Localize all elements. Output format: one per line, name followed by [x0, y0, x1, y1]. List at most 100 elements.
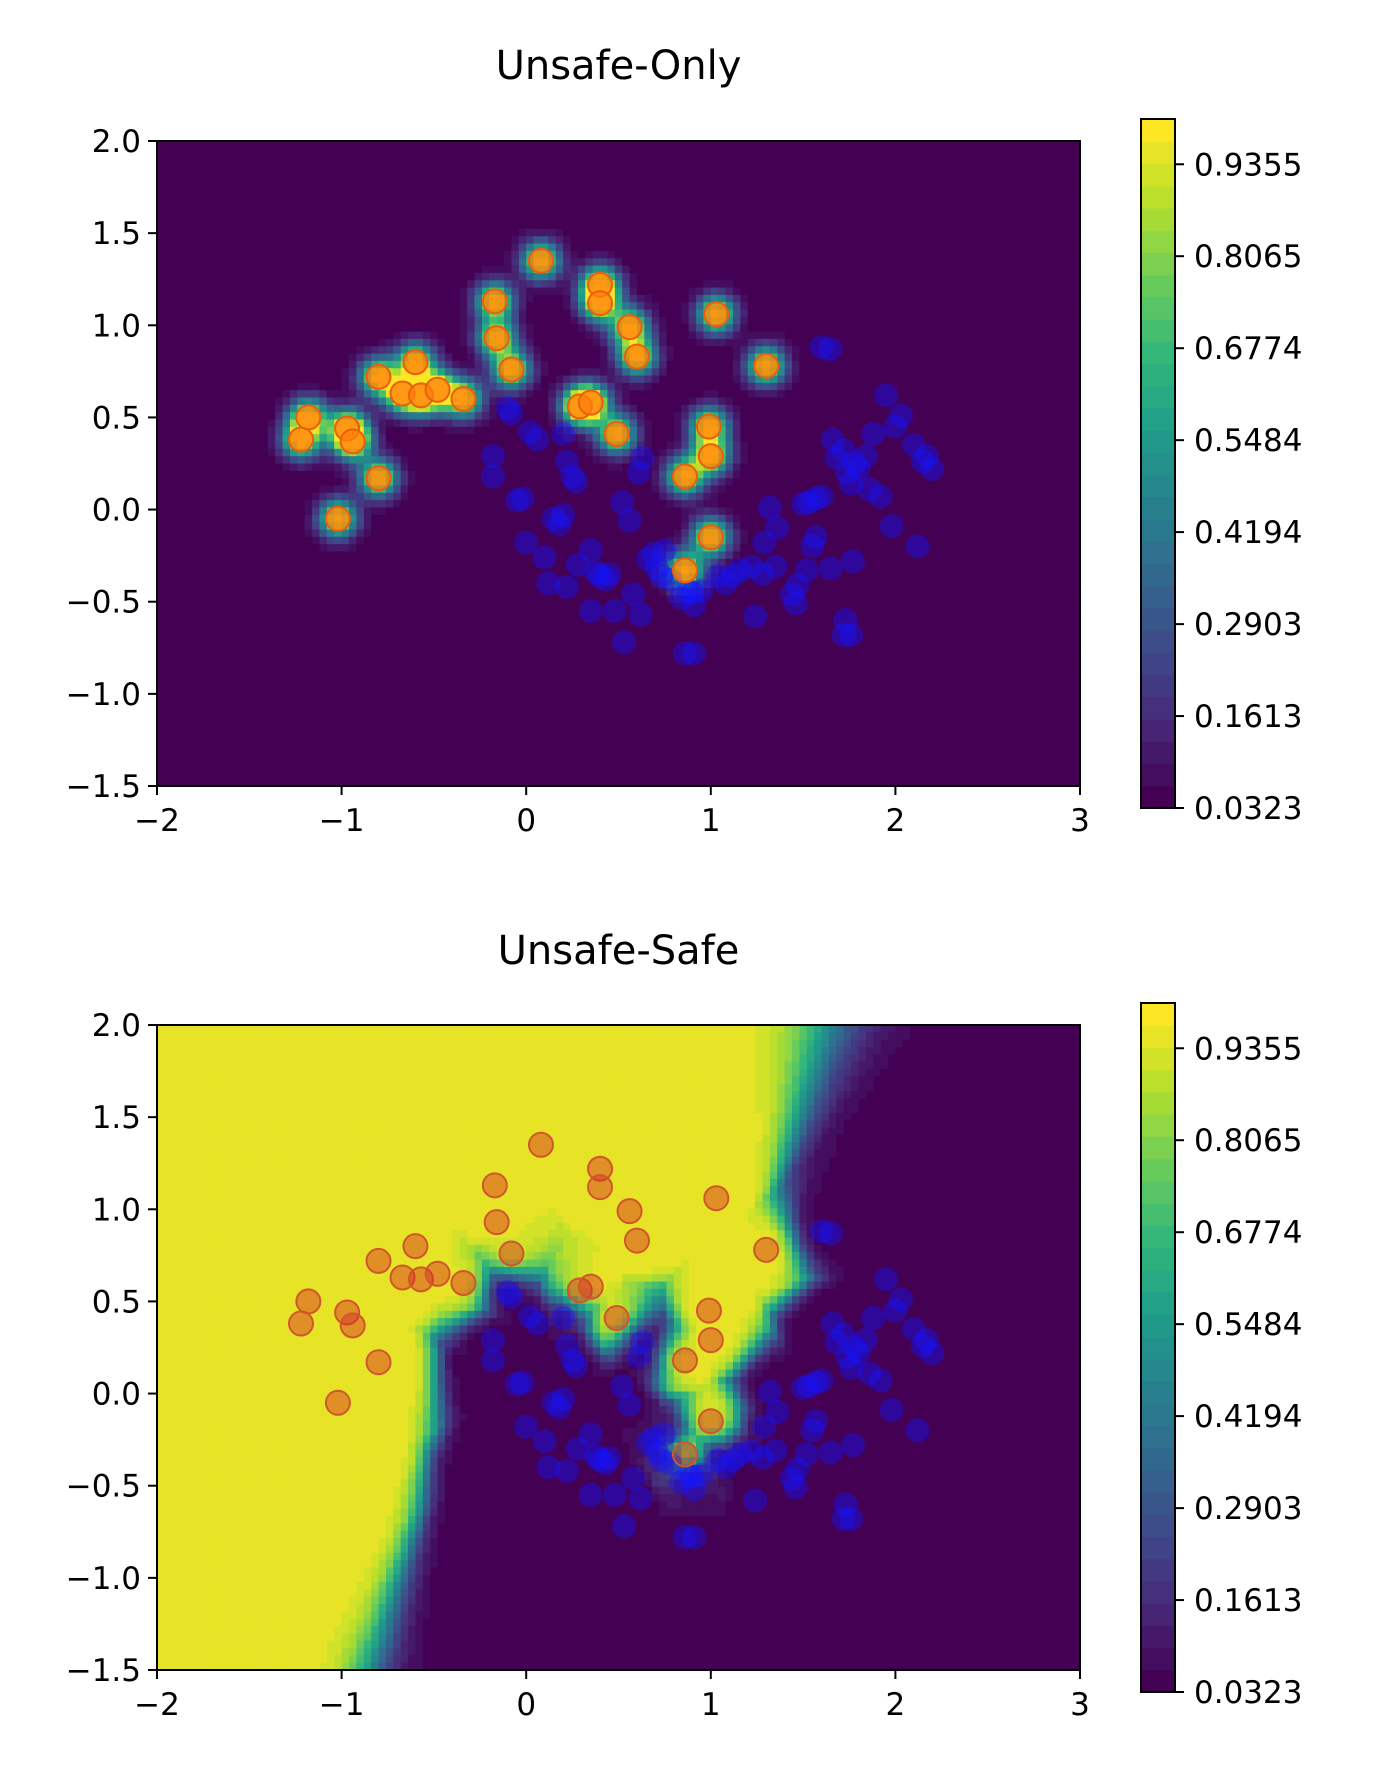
contour-cell [171, 309, 180, 318]
contour-cell [252, 228, 262, 237]
contour-cell [836, 236, 845, 245]
contour-cell [851, 243, 860, 252]
contour-cell [1035, 192, 1044, 201]
contour-cell [814, 141, 823, 150]
contour-cell [784, 199, 793, 208]
contour-cell [171, 192, 180, 201]
contour-cell [452, 192, 461, 201]
contour-cell [289, 177, 298, 186]
contour-cell [348, 162, 358, 172]
contour-cell [939, 162, 948, 172]
contour-cell [526, 324, 535, 333]
contour-cell [954, 236, 963, 245]
contour-cell [732, 265, 742, 274]
contour-cell [1006, 170, 1015, 179]
contour-cell [888, 148, 897, 157]
contour-cell [201, 184, 210, 194]
contour-cell [703, 272, 712, 281]
contour-cell [526, 382, 535, 391]
contour-cell [644, 141, 653, 150]
contour-cell [681, 346, 690, 355]
contour-cell [755, 214, 764, 223]
contour-cell [297, 155, 306, 164]
contour-cell [762, 382, 771, 391]
contour-cell [895, 280, 904, 289]
contour-cell [799, 206, 808, 215]
contour-cell [888, 382, 897, 391]
contour-cell [851, 184, 860, 194]
contour-cell [481, 184, 490, 194]
contour-cell [932, 155, 941, 164]
contour-cell [984, 309, 993, 318]
contour-cell [563, 184, 572, 194]
contour-cell [991, 148, 1000, 157]
contour-cell [865, 331, 874, 340]
contour-cell [932, 236, 941, 245]
contour-cell [334, 162, 343, 172]
contour-cell [408, 236, 417, 245]
contour-cell [533, 214, 542, 223]
contour-cell [289, 199, 298, 208]
contour-cell [961, 155, 970, 164]
contour-cell [511, 316, 520, 325]
contour-cell [636, 221, 646, 230]
contour-cell [592, 324, 601, 333]
contour-cell [157, 397, 166, 406]
contour-cell [984, 382, 993, 391]
contour-cell [718, 375, 727, 384]
contour-cell [917, 162, 926, 172]
contour-cell [444, 397, 454, 406]
contour-cell [570, 265, 579, 274]
contour-cell [1006, 382, 1015, 391]
contour-cell [747, 162, 756, 172]
contour-cell [718, 338, 727, 347]
contour-cell [932, 412, 941, 421]
contour-cell [157, 214, 166, 223]
contour-cell [378, 390, 387, 399]
contour-cell [703, 148, 712, 157]
contour-cell [740, 302, 749, 311]
contour-cell [902, 228, 911, 237]
contour-cell [511, 287, 520, 296]
contour-cell [437, 360, 446, 369]
contour-cell [422, 221, 431, 230]
contour-cell [784, 302, 793, 311]
contour-cell [504, 155, 513, 164]
contour-cell [732, 258, 742, 267]
contour-cell [179, 404, 188, 413]
contour-cell [851, 265, 860, 274]
contour-cell [252, 280, 262, 289]
contour-cell [947, 148, 956, 157]
contour-cell [467, 265, 476, 274]
contour-cell [681, 258, 690, 267]
contour-cell [467, 346, 476, 355]
contour-cell [489, 404, 498, 413]
contour-cell [408, 375, 417, 384]
contour-cell [319, 390, 328, 399]
contour-cell [216, 338, 225, 347]
contour-cell [1020, 243, 1030, 252]
contour-cell [585, 331, 594, 340]
contour-cell [895, 148, 904, 157]
contour-cell [504, 250, 513, 259]
contour-cell [518, 287, 527, 296]
contour-cell [326, 287, 335, 296]
contour-cell [614, 250, 623, 259]
contour-cell [245, 404, 254, 413]
contour-cell [1006, 316, 1015, 325]
contour-cell [267, 258, 276, 267]
contour-cell [600, 162, 609, 172]
contour-cell [208, 272, 217, 281]
contour-cell [511, 162, 520, 172]
contour-cell [289, 170, 298, 179]
contour-cell [186, 302, 195, 311]
contour-cell [755, 228, 764, 237]
contour-cell [171, 184, 180, 194]
contour-cell [917, 280, 926, 289]
contour-cell [851, 309, 860, 318]
contour-cell [644, 280, 653, 289]
contour-cell [732, 419, 742, 428]
contour-cell [777, 404, 786, 413]
contour-cell [474, 426, 483, 435]
contour-cell [636, 155, 646, 164]
